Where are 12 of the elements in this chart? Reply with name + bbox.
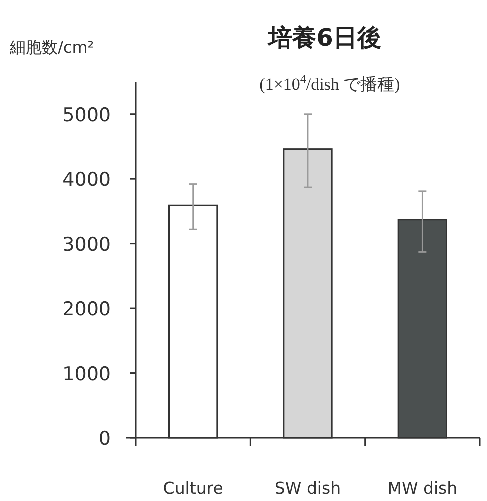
y-axis-title: 細胞数/cm² <box>9 38 94 57</box>
y-tick-label: 5000 <box>62 104 111 126</box>
y-tick-label: 0 <box>98 428 111 450</box>
y-tick-label: 4000 <box>62 169 111 192</box>
y-tick-label: 3000 <box>62 234 111 256</box>
x-tick-label: SW dish <box>274 479 342 498</box>
x-tick-label: Culture <box>163 479 224 498</box>
chart-subtitle: (1×10$^{4}$/dish で播種) <box>260 72 400 94</box>
chart-title: 培養6日後 <box>266 24 382 52</box>
y-tick-label: 2000 <box>62 298 111 321</box>
y-tick-label: 1000 <box>62 363 111 386</box>
x-tick-label: MW dish <box>388 479 458 498</box>
